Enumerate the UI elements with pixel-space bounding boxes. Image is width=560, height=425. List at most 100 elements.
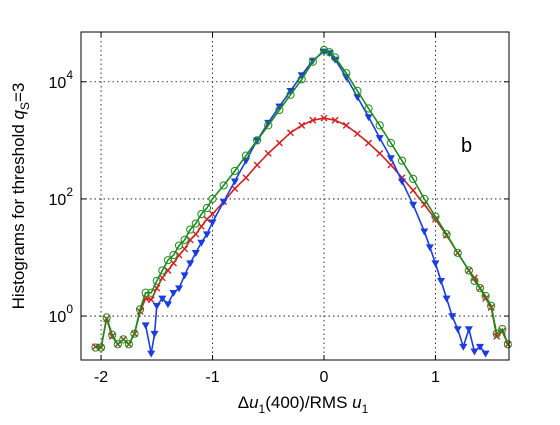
x-tick-label: 0 xyxy=(320,369,329,386)
data-point xyxy=(158,295,167,303)
y-tick-exponent: 0 xyxy=(66,302,73,316)
data-point xyxy=(209,210,217,218)
data-point xyxy=(320,114,328,122)
data-point xyxy=(503,340,512,349)
y-label-q: q xyxy=(9,109,28,119)
data-point xyxy=(386,138,395,148)
series-circle xyxy=(91,45,512,352)
data-point xyxy=(186,260,195,268)
data-point xyxy=(102,313,111,322)
data-point xyxy=(147,350,156,358)
data-point xyxy=(375,135,384,143)
data-point xyxy=(241,151,251,160)
data-point xyxy=(309,116,317,124)
data-point xyxy=(287,129,295,137)
data-point xyxy=(353,86,362,95)
y-tick-exponent: 2 xyxy=(66,185,73,199)
data-point xyxy=(208,219,217,227)
data-point xyxy=(241,157,250,165)
data-point xyxy=(453,326,462,334)
data-point xyxy=(308,57,317,66)
data-point xyxy=(481,291,490,301)
x-label-mid: (400)/RMS xyxy=(265,393,352,412)
data-point xyxy=(342,121,350,129)
data-point xyxy=(397,178,407,186)
data-point xyxy=(420,194,429,204)
data-point xyxy=(91,343,100,352)
data-point xyxy=(152,276,161,285)
data-point xyxy=(448,313,457,321)
data-point xyxy=(147,296,155,304)
data-point xyxy=(431,260,440,268)
data-point xyxy=(331,116,339,124)
x-label-sub2: 1 xyxy=(362,402,369,416)
data-point xyxy=(298,121,306,129)
data-point xyxy=(203,215,211,223)
data-point xyxy=(141,322,150,330)
y-tick-base: 10 xyxy=(49,75,67,92)
y-tick-base: 10 xyxy=(49,309,67,326)
data-point xyxy=(464,326,473,334)
data-point xyxy=(191,219,200,228)
data-point xyxy=(431,212,440,221)
data-point xyxy=(180,272,189,280)
x-label-u2: u xyxy=(352,393,362,412)
data-point xyxy=(275,105,284,115)
data-point xyxy=(264,149,272,157)
y-tick-label: 104 xyxy=(49,68,74,92)
data-point xyxy=(150,330,159,338)
data-point xyxy=(230,178,239,186)
data-point xyxy=(275,139,283,147)
data-point xyxy=(163,256,173,265)
data-point xyxy=(420,228,429,236)
data-point xyxy=(487,301,496,310)
data-point xyxy=(202,203,212,213)
y-tick-label: 100 xyxy=(49,302,74,326)
data-point xyxy=(409,201,418,209)
data-point xyxy=(325,48,334,57)
data-point xyxy=(174,241,184,250)
data-point xyxy=(113,340,122,349)
axes-box xyxy=(80,31,510,361)
data-point xyxy=(442,295,451,303)
panel-annotation: b xyxy=(461,135,472,157)
x-label-u: u xyxy=(249,393,259,412)
data-point xyxy=(481,350,490,358)
data-point xyxy=(493,332,501,340)
data-point xyxy=(253,136,262,145)
x-tick-label: 1 xyxy=(431,369,440,386)
y-label-sub: S xyxy=(18,102,32,110)
data-point xyxy=(286,90,295,99)
data-point xyxy=(163,301,172,309)
data-point xyxy=(409,174,418,183)
data-point xyxy=(453,248,462,257)
tick-marks xyxy=(81,32,509,360)
data-point xyxy=(230,166,239,176)
data-point xyxy=(158,266,167,275)
data-point xyxy=(342,69,351,78)
data-point xyxy=(219,198,228,206)
data-point xyxy=(169,250,178,260)
data-point xyxy=(264,121,273,130)
data-point xyxy=(147,288,156,297)
data-point xyxy=(202,231,211,239)
data-point xyxy=(492,329,501,338)
data-point xyxy=(319,45,329,55)
data-point xyxy=(197,210,206,219)
y-label-post: =3 xyxy=(9,83,28,102)
data-point xyxy=(353,130,361,138)
data-point xyxy=(169,289,178,297)
data-point xyxy=(197,239,206,247)
x-axis-label: Δu1(400)/RMS u1 xyxy=(238,393,369,416)
data-point xyxy=(376,149,384,157)
data-point xyxy=(152,302,161,310)
data-point xyxy=(425,244,434,252)
data-point xyxy=(470,276,479,285)
y-tick-base: 10 xyxy=(49,192,67,209)
data-point xyxy=(297,75,306,84)
x-tick-label: -2 xyxy=(94,369,108,386)
y-axis-label: Histograms for threshold qS=3 xyxy=(9,83,32,310)
data-point xyxy=(464,266,473,275)
